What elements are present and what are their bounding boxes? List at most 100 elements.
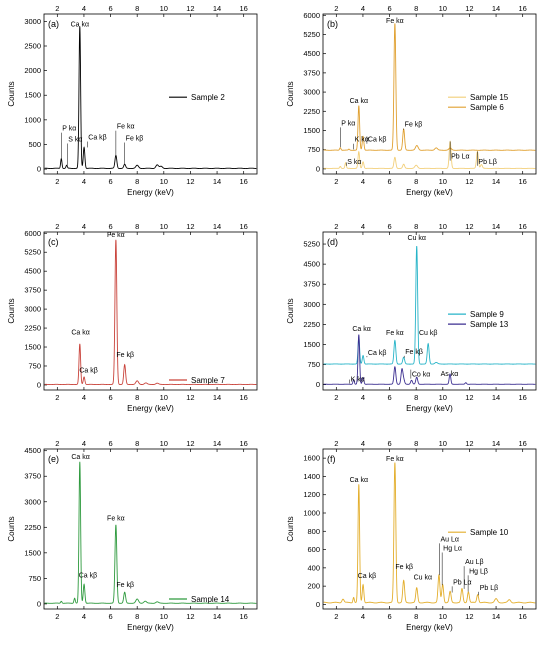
x-tick-label: 10 bbox=[160, 393, 168, 402]
peak-annotation: Ca kα bbox=[352, 326, 370, 333]
y-tick-label: 750 bbox=[307, 360, 320, 369]
x-tick-label-top: 4 bbox=[82, 439, 86, 448]
x-tick-label-top: 6 bbox=[387, 4, 391, 13]
x-tick-label: 12 bbox=[465, 393, 473, 402]
peak-annotation: Ca kα bbox=[350, 477, 368, 484]
x-tick-label-top: 8 bbox=[414, 222, 418, 231]
panel-label: (a) bbox=[48, 19, 59, 29]
y-tick-label: 4500 bbox=[303, 260, 320, 269]
x-tick-label: 4 bbox=[361, 177, 365, 186]
plot-frame bbox=[322, 231, 537, 391]
x-tick-label: 16 bbox=[240, 393, 248, 402]
x-tick-label-top: 10 bbox=[439, 222, 447, 231]
peak-annotation: Fe kβ bbox=[116, 352, 134, 359]
x-tick-label-top: 6 bbox=[108, 439, 112, 448]
peak-annotation: Fe kα bbox=[107, 515, 125, 522]
y-tick-label: 4500 bbox=[24, 446, 41, 455]
peak-annotation: Co kα bbox=[412, 372, 430, 379]
y-axis-label: Counts bbox=[7, 516, 16, 541]
panel-label: (d) bbox=[327, 237, 338, 247]
x-tick-label: 16 bbox=[240, 177, 248, 186]
panel-label: (b) bbox=[327, 19, 338, 29]
x-tick-label-top: 4 bbox=[361, 4, 365, 13]
series-line-1 bbox=[323, 462, 536, 604]
x-tick-label-top: 16 bbox=[519, 439, 527, 448]
x-tick-label-top: 6 bbox=[387, 439, 391, 448]
peak-annotation: Au Lβ bbox=[465, 559, 483, 566]
series-line-1 bbox=[323, 140, 536, 169]
y-tick-label: 2500 bbox=[24, 42, 41, 51]
x-tick-label: 4 bbox=[361, 612, 365, 621]
x-tick-label: 4 bbox=[361, 393, 365, 402]
panel-1: 2 2 4 4 6 6 8 8 10 10 12 12 14 14 16 16 0 500 1000 1500 2000… bbox=[7, 4, 258, 197]
y-axis-label: Counts bbox=[7, 298, 16, 323]
panel-2: 2 2 4 4 6 6 8 8 10 10 12 12 14 14 16 16 0 750 1500 2250 3000… bbox=[286, 4, 537, 197]
peak-annotation: P kα bbox=[341, 120, 355, 127]
series-line-1 bbox=[44, 26, 257, 169]
x-tick-label: 8 bbox=[414, 177, 418, 186]
y-tick-label: 200 bbox=[307, 582, 320, 591]
x-tick-label: 16 bbox=[519, 177, 527, 186]
x-tick-label-top: 14 bbox=[492, 222, 500, 231]
legend-label: Sample 7 bbox=[191, 376, 225, 385]
x-tick-label: 4 bbox=[82, 393, 86, 402]
y-tick-label: 0 bbox=[316, 380, 320, 389]
x-tick-label: 10 bbox=[439, 393, 447, 402]
peak-annotation: Fe kα bbox=[386, 18, 404, 25]
y-tick-label: 800 bbox=[307, 527, 320, 536]
y-tick-label: 1500 bbox=[24, 343, 41, 352]
legend-label: Sample 13 bbox=[470, 320, 509, 329]
x-tick-label-top: 10 bbox=[160, 222, 168, 231]
x-tick-label: 16 bbox=[240, 612, 248, 621]
peak-annotation: Fe kβ bbox=[126, 136, 144, 143]
y-tick-label: 6000 bbox=[24, 229, 41, 238]
legend-label: Sample 9 bbox=[470, 310, 504, 319]
x-tick-label-top: 16 bbox=[240, 439, 248, 448]
y-tick-label: 750 bbox=[28, 574, 41, 583]
peak-annotation: Ca kβ bbox=[79, 572, 97, 579]
y-tick-label: 1000 bbox=[24, 115, 41, 124]
x-tick-label: 14 bbox=[492, 612, 500, 621]
peak-annotation: S kα bbox=[68, 137, 82, 144]
x-tick-label-top: 12 bbox=[186, 439, 194, 448]
x-tick-label-top: 12 bbox=[465, 439, 473, 448]
x-tick-label: 2 bbox=[55, 612, 59, 621]
x-tick-label: 12 bbox=[465, 177, 473, 186]
x-tick-label: 12 bbox=[465, 612, 473, 621]
x-tick-label: 2 bbox=[55, 393, 59, 402]
x-tick-label: 2 bbox=[55, 177, 59, 186]
x-tick-label-top: 4 bbox=[82, 4, 86, 13]
panel-label: (c) bbox=[48, 237, 59, 247]
x-tick-label: 12 bbox=[186, 393, 194, 402]
peak-annotation: Ca kβ bbox=[88, 135, 106, 142]
series-line-2 bbox=[323, 334, 536, 385]
x-tick-label-top: 10 bbox=[160, 4, 168, 13]
x-tick-label-top: 8 bbox=[414, 439, 418, 448]
x-tick-label: 8 bbox=[414, 393, 418, 402]
x-tick-label-top: 2 bbox=[55, 222, 59, 231]
x-tick-label: 8 bbox=[135, 612, 139, 621]
y-tick-label: 1500 bbox=[24, 548, 41, 557]
peak-annotation: Ca kα bbox=[71, 21, 89, 28]
x-axis-label: Energy (keV) bbox=[406, 623, 453, 632]
x-axis-label: Energy (keV) bbox=[127, 404, 174, 413]
x-tick-label: 10 bbox=[160, 177, 168, 186]
x-axis-label: Energy (keV) bbox=[127, 623, 174, 632]
peak-annotation: Ca kα bbox=[350, 98, 368, 105]
peak-annotation: Fe kβ bbox=[405, 122, 423, 129]
x-tick-label: 6 bbox=[387, 612, 391, 621]
y-tick-label: 5250 bbox=[24, 248, 41, 257]
x-tick-label-top: 4 bbox=[361, 439, 365, 448]
x-tick-label-top: 8 bbox=[135, 439, 139, 448]
peak-annotation: Ca kα bbox=[71, 454, 89, 461]
y-tick-label: 750 bbox=[28, 361, 41, 370]
peak-annotation: Fe kα bbox=[386, 456, 404, 463]
x-tick-label-top: 10 bbox=[160, 439, 168, 448]
y-tick-label: 0 bbox=[37, 380, 41, 389]
y-tick-label: 0 bbox=[37, 599, 41, 608]
x-tick-label: 6 bbox=[387, 177, 391, 186]
y-tick-label: 1500 bbox=[24, 91, 41, 100]
peak-annotation: Ca kβ bbox=[358, 573, 376, 580]
x-tick-label-top: 8 bbox=[135, 222, 139, 231]
x-tick-label: 14 bbox=[213, 177, 221, 186]
